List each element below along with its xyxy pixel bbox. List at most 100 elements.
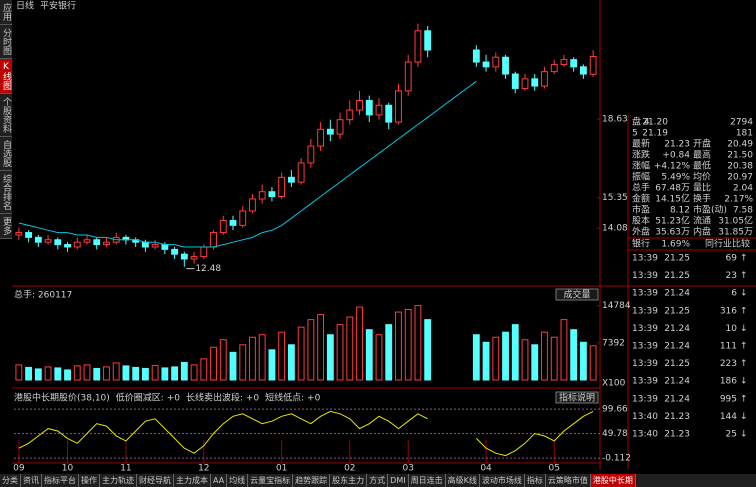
bottom-tab[interactable]: 股东主力 xyxy=(330,474,368,487)
x-tick-label: 09 xyxy=(13,464,25,474)
trade-time: 13:39 xyxy=(632,289,658,299)
bottom-tab[interactable]: 主力轨迹 xyxy=(100,474,137,487)
volume-bar xyxy=(541,331,548,381)
stat-label: 最新 xyxy=(632,138,650,150)
indicator-button[interactable] xyxy=(555,391,599,404)
trade-arrow: ↑ xyxy=(740,359,748,369)
bottom-tab[interactable]: 主力成本 xyxy=(174,474,211,487)
trade-time: 13:39 xyxy=(632,342,658,352)
volume-bar xyxy=(219,339,227,381)
volume-bar xyxy=(229,351,237,381)
volume-bar xyxy=(297,326,305,381)
trade-price: 21.24 xyxy=(664,377,690,387)
stat-label: 内盘 xyxy=(693,226,711,238)
side-tab[interactable]: 更多 xyxy=(0,214,12,239)
volume-bar xyxy=(424,319,432,381)
bottom-tab[interactable]: 高级K线 xyxy=(446,474,480,487)
industry-name: 银行 xyxy=(632,238,650,250)
volume-bar xyxy=(511,324,519,381)
candle-body xyxy=(560,59,568,65)
bottom-tab[interactable]: 均线 xyxy=(227,474,249,487)
side-tab[interactable]: K线图 xyxy=(0,59,12,94)
volume-bar xyxy=(472,334,480,381)
volume-bar xyxy=(25,366,33,381)
side-tab[interactable]: 分时图 xyxy=(0,25,12,59)
stat-label: 最高 xyxy=(693,149,711,161)
volume-bar xyxy=(531,344,539,381)
candle-body xyxy=(249,198,256,212)
side-tab[interactable]: 自选股 xyxy=(0,137,12,171)
x-tick-label: 02 xyxy=(344,464,355,474)
indicator-title: 低价圈减区: +0 xyxy=(116,392,180,404)
trade-volume: 6 xyxy=(731,289,737,299)
side-tab[interactable]: 综合排名 xyxy=(0,171,12,214)
stat-label: 金额 xyxy=(632,193,650,205)
bottom-tab[interactable]: 分类 xyxy=(0,474,21,487)
trade-price: 21.23 xyxy=(664,412,690,422)
candle-body xyxy=(395,90,402,123)
volume-bar xyxy=(346,316,354,381)
volume-bar xyxy=(54,367,62,381)
book-label: 5 xyxy=(632,129,638,139)
side-tab[interactable]: 个股资料 xyxy=(0,94,12,137)
stat-value: 21.23 xyxy=(664,140,690,150)
trade-price: 21.24 xyxy=(664,342,690,352)
candle-body xyxy=(268,191,276,198)
volume-title: 总手: 260117 xyxy=(14,289,72,301)
volume-bar xyxy=(375,334,383,381)
bottom-tab[interactable]: 指标平台 xyxy=(42,474,79,487)
candle-body xyxy=(278,176,286,198)
bottom-tab[interactable]: 方式 xyxy=(367,474,389,487)
x-tick-label: 05 xyxy=(548,464,559,474)
bottom-tab[interactable]: 云量宝指标 xyxy=(248,474,294,487)
bottom-tab[interactable]: 资讯 xyxy=(21,474,42,487)
bottom-tab[interactable]: DMI xyxy=(388,474,409,487)
trade-price: 21.25 xyxy=(664,306,690,316)
volume-button-label[interactable]: 成交量 xyxy=(563,289,590,301)
y-tick-label: 14784 xyxy=(602,301,631,311)
bottom-tab[interactable]: 波动市场线 xyxy=(480,474,525,487)
volume-bar xyxy=(239,344,247,381)
volume-bar xyxy=(502,331,509,381)
trade-volume: 186 xyxy=(720,377,737,387)
bottom-tab[interactable]: 港股中长期 xyxy=(590,474,636,487)
trade-price: 21.25 xyxy=(664,254,690,264)
candle-body xyxy=(93,239,101,246)
bottom-tab[interactable]: 操作 xyxy=(79,474,100,487)
bottom-tab[interactable]: 财经导航 xyxy=(137,474,174,487)
candle-body xyxy=(511,73,519,89)
stat-value: 7.58 xyxy=(733,206,753,216)
stat-value: 20.38 xyxy=(727,162,753,172)
stat-label: 振幅 xyxy=(632,171,650,183)
indicator-button-label[interactable]: 指标说明 xyxy=(559,392,595,404)
candle-body xyxy=(472,49,480,63)
trade-price: 21.24 xyxy=(664,289,690,299)
bottom-tab[interactable]: 云策略市值 xyxy=(546,474,591,487)
candle-body xyxy=(414,30,422,63)
volume-bar xyxy=(151,364,159,381)
trade-time: 13:40 xyxy=(632,412,658,422)
industry-compare[interactable]: 同行业比较 xyxy=(705,238,750,250)
bottom-tab[interactable]: AA xyxy=(211,474,228,487)
book-label: 盘 4 xyxy=(632,116,650,128)
bottom-tab[interactable]: 指标 xyxy=(525,474,546,487)
bottom-tab[interactable]: 趋势跟踪 xyxy=(293,474,331,487)
volume-bar xyxy=(64,369,71,381)
candle-body xyxy=(541,71,548,87)
stock-name: 平安银行 xyxy=(40,0,76,12)
candle-body xyxy=(317,128,325,147)
stat-value: 14.15亿 xyxy=(655,193,690,205)
volume-bar xyxy=(141,367,149,381)
candle-body xyxy=(15,232,23,236)
y-tick-label: 14.08 xyxy=(602,224,628,234)
volume-bar xyxy=(258,334,266,381)
bottom-tab[interactable]: 周日连击 xyxy=(409,474,446,487)
volume-button[interactable] xyxy=(555,288,599,301)
book-price: 21.20 xyxy=(642,118,668,128)
side-tab[interactable]: 应用 xyxy=(0,0,12,25)
trade-price: 21.25 xyxy=(664,359,690,369)
stat-value: 31.85万 xyxy=(718,228,753,238)
trade-time: 13:40 xyxy=(632,430,658,440)
volume-bar xyxy=(132,366,140,381)
